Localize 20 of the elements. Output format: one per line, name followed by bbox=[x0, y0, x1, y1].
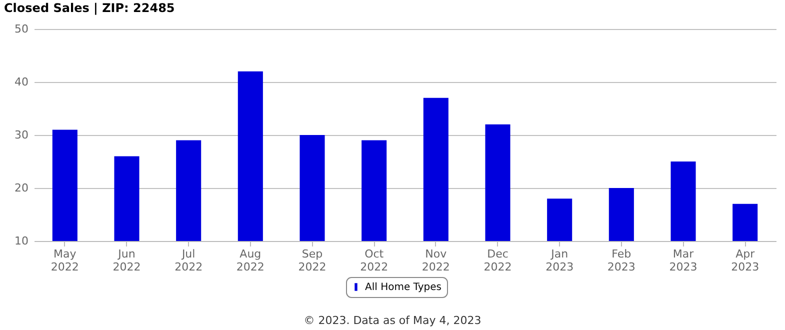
y-tick-label: 40 bbox=[14, 76, 28, 88]
x-tick-label: Feb 2023 bbox=[607, 248, 636, 274]
x-tick-label: Oct 2022 bbox=[360, 248, 388, 274]
x-tick-label: Mar 2023 bbox=[669, 248, 698, 274]
x-tick-label: Nov 2022 bbox=[422, 248, 450, 274]
x-tick-label: Apr 2023 bbox=[731, 248, 760, 274]
y-tick-label: 10 bbox=[14, 234, 28, 248]
x-tick-label: May 2022 bbox=[50, 248, 79, 274]
text: © 2023. Data as of May 4, 2023 bbox=[302, 314, 482, 327]
y-tick-label: 20 bbox=[14, 182, 28, 194]
legend-label: All Home Types bbox=[365, 282, 442, 293]
chart-title: Closed Sales | ZIP: 22485 bbox=[4, 1, 175, 15]
y-tick-label: 50 bbox=[14, 22, 28, 36]
y-tick-label: 30 bbox=[14, 128, 28, 142]
x-tick-label: Jul 2022 bbox=[174, 248, 203, 274]
x-tick-label: Dec 2022 bbox=[484, 248, 512, 274]
x-tick-label: Aug 2022 bbox=[236, 248, 264, 274]
x-tick-label: Jan 2023 bbox=[546, 248, 574, 274]
x-tick-label: Sep 2022 bbox=[298, 248, 326, 274]
x-tick-label: Jun 2022 bbox=[112, 248, 141, 274]
